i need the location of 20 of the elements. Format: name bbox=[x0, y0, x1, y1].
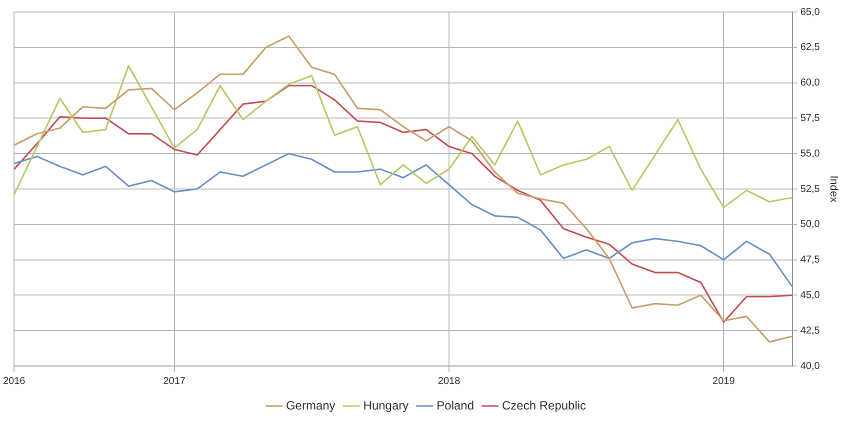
y-axis-title: Index bbox=[827, 176, 840, 203]
y-tick-label: 60,0 bbox=[800, 78, 820, 89]
y-tick-label: 65,0 bbox=[800, 6, 820, 18]
y-tick-label: 55,0 bbox=[800, 148, 820, 160]
legend-label: Czech Republic bbox=[502, 398, 586, 412]
y-tick-label: 62,5 bbox=[800, 42, 820, 54]
y-tick-label: 40,0 bbox=[800, 360, 820, 372]
y-tick-label: 52,5 bbox=[800, 184, 820, 195]
x-tick-label: 2018 bbox=[438, 376, 461, 387]
legend-label: Poland bbox=[436, 398, 474, 412]
x-tick-label: 2016 bbox=[3, 376, 26, 387]
y-tick-label: 42,5 bbox=[800, 325, 820, 336]
y-tick-label: 45,0 bbox=[800, 290, 820, 301]
y-tick-label: 57,5 bbox=[800, 112, 820, 124]
x-tick-label: 2017 bbox=[163, 376, 186, 387]
legend-label: Hungary bbox=[363, 398, 409, 412]
legend-label: Germany bbox=[286, 398, 336, 412]
x-tick-label: 2019 bbox=[712, 376, 736, 387]
y-tick-label: 47,5 bbox=[800, 254, 820, 266]
y-tick-label: 50,0 bbox=[800, 219, 820, 230]
